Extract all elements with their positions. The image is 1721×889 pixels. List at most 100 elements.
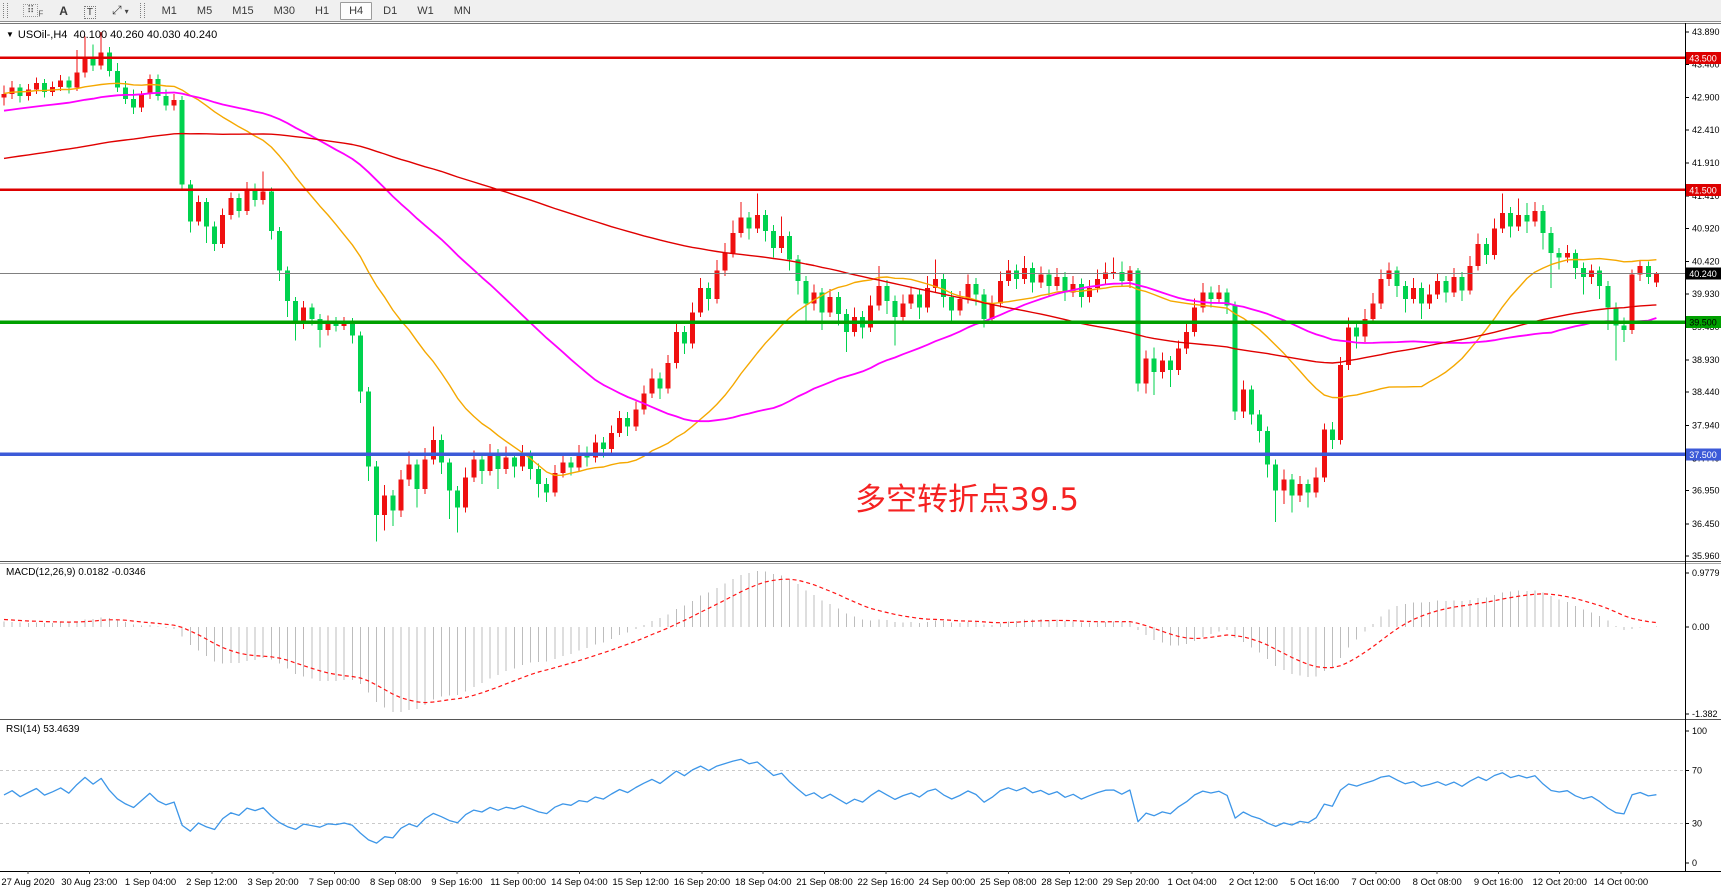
timeframe-m5-button[interactable]: M5 [196, 4, 213, 17]
ma-line-24 [3, 82, 1657, 476]
candle-body [1419, 287, 1424, 304]
price-axis-label[interactable]: 36.950 [1692, 486, 1720, 496]
time-axis-label[interactable]: 7 Sep 00:00 [309, 877, 360, 888]
price-axis-label[interactable]: 40.420 [1692, 256, 1720, 266]
candle-body [1394, 270, 1400, 286]
price-axis-label[interactable]: 42.410 [1692, 125, 1720, 135]
candle-body [1402, 285, 1408, 300]
time-axis-label[interactable]: 8 Sep 08:00 [370, 877, 421, 888]
candle-body [511, 457, 517, 467]
candle-body [293, 301, 299, 324]
candle-body [568, 462, 574, 468]
price-axis-label[interactable]: 39.930 [1692, 289, 1720, 299]
timeframe-w1-button[interactable]: W1 [417, 4, 434, 17]
time-axis-label[interactable]: 1 Oct 04:00 [1168, 877, 1217, 888]
timeframe-m30-button[interactable]: M30 [273, 4, 295, 17]
candle-body [552, 472, 558, 493]
candle-body [187, 184, 193, 222]
candle-body [82, 56, 88, 73]
candle-body [1257, 414, 1262, 432]
price-axis-label[interactable]: 37.940 [1692, 420, 1720, 430]
time-axis-label[interactable]: 28 Sep 12:00 [1041, 877, 1098, 888]
toolbar-grip[interactable] [139, 3, 145, 18]
candle-body [795, 259, 801, 282]
candle-body [738, 217, 744, 233]
candle-body [617, 418, 623, 434]
price-axis-label[interactable]: 38.930 [1692, 355, 1720, 365]
time-axis-label[interactable]: 2 Oct 12:00 [1229, 877, 1278, 888]
time-axis-label[interactable]: 16 Sep 20:00 [674, 877, 731, 888]
chart-text-annotation[interactable]: 多空转折点39.5 [855, 482, 1080, 518]
timeframe-h4-button[interactable]: H4 [340, 1, 373, 20]
candle-body [114, 70, 120, 88]
price-axis-label[interactable]: 36.450 [1692, 519, 1720, 529]
time-axis-label[interactable]: 9 Sep 16:00 [431, 877, 482, 888]
candle-body [1524, 215, 1530, 222]
timeframe-d1-button[interactable]: D1 [383, 4, 398, 17]
time-axis-label[interactable]: 22 Sep 16:00 [858, 877, 915, 888]
candle-body [58, 80, 64, 87]
arrange-tool-icon[interactable]: ⤢ ▾ [112, 3, 129, 17]
price-axis-label[interactable]: 43.890 [1692, 27, 1720, 37]
timeframe-h1-button[interactable]: H1 [315, 4, 330, 17]
time-axis-label[interactable]: 1 Sep 04:00 [125, 877, 176, 888]
candle-body [90, 56, 96, 66]
candle-body [430, 439, 436, 460]
time-axis-label[interactable]: 27 Aug 2020 [1, 877, 54, 888]
candle-body [1653, 273, 1659, 283]
candle-body [835, 297, 841, 315]
candle-body [1467, 265, 1473, 291]
time-axis-label[interactable]: 21 Sep 08:00 [796, 877, 853, 888]
toolbar-grip[interactable] [3, 3, 8, 18]
candle-body [1289, 479, 1295, 496]
text-label-tool-icon[interactable]: T [76, 2, 104, 20]
candle-body [1167, 360, 1173, 370]
price-badge-label: 37.500 [1689, 450, 1717, 460]
font-tool-label: A [59, 3, 68, 18]
candle-body [625, 418, 631, 427]
time-axis-label[interactable]: 9 Oct 16:00 [1474, 877, 1523, 888]
price-axis-label[interactable]: 42.900 [1692, 92, 1720, 102]
candle-body [487, 453, 493, 471]
time-axis-label[interactable]: 8 Oct 08:00 [1413, 877, 1462, 888]
time-axis-label[interactable]: 7 Oct 00:00 [1351, 877, 1400, 888]
time-axis-label[interactable]: 29 Sep 20:00 [1103, 877, 1160, 888]
time-axis-label[interactable]: 3 Sep 20:00 [247, 877, 298, 888]
chart-canvas[interactable]: 43.89043.40042.90042.41041.91041.41040.9… [0, 23, 1721, 889]
candle-body [123, 87, 128, 99]
price-axis-label[interactable]: 43.400 [1692, 59, 1720, 69]
timeframe-mn-button[interactable]: MN [453, 4, 471, 17]
price-axis-label[interactable]: 41.910 [1692, 158, 1720, 168]
rsi-line [3, 758, 1657, 844]
time-axis-label[interactable]: 12 Oct 20:00 [1533, 877, 1587, 888]
template-grid-icon[interactable]: ⠿ F [15, 0, 51, 20]
time-axis-label[interactable]: 25 Sep 08:00 [980, 877, 1037, 888]
candle-body [228, 197, 234, 216]
timeframe-m15-button[interactable]: M15 [232, 4, 254, 17]
time-axis-label[interactable]: 14 Oct 00:00 [1594, 877, 1648, 888]
chart-area[interactable]: 43.89043.40042.90042.41041.91041.41040.9… [0, 23, 1721, 889]
time-axis-label[interactable]: 2 Sep 12:00 [186, 877, 237, 888]
candle-body [285, 270, 290, 302]
time-axis-label[interactable]: 5 Oct 16:00 [1290, 877, 1339, 888]
chart-header[interactable]: ▼ USOil-,H4 40.100 40.260 40.030 40.240 [6, 29, 217, 41]
time-axis-label[interactable]: 11 Sep 00:00 [490, 877, 546, 888]
price-axis-label[interactable]: 35.960 [1692, 551, 1720, 561]
time-axis-label[interactable]: 24 Sep 00:00 [919, 877, 976, 888]
candle-body [1297, 484, 1303, 496]
font-tool-icon[interactable]: A [51, 2, 76, 20]
candle-body [268, 191, 274, 231]
macd-axis-label: 0.9779 [1692, 568, 1720, 578]
time-axis-label[interactable]: 30 Aug 23:00 [61, 877, 117, 888]
candle-body [528, 455, 533, 469]
time-axis-label[interactable]: 14 Sep 04:00 [551, 877, 608, 888]
timeframe-m1-button[interactable]: M1 [161, 4, 177, 17]
time-axis-label[interactable]: 15 Sep 12:00 [612, 877, 669, 888]
price-axis-label[interactable]: 38.440 [1692, 387, 1720, 397]
symbol-dropdown-icon[interactable]: ▼ [6, 30, 14, 39]
candle-body [1127, 270, 1133, 282]
time-axis-label[interactable]: 18 Sep 04:00 [735, 877, 792, 888]
price-axis-label[interactable]: 40.920 [1692, 223, 1720, 233]
candle-body [1427, 294, 1433, 304]
candle-body [852, 316, 857, 333]
